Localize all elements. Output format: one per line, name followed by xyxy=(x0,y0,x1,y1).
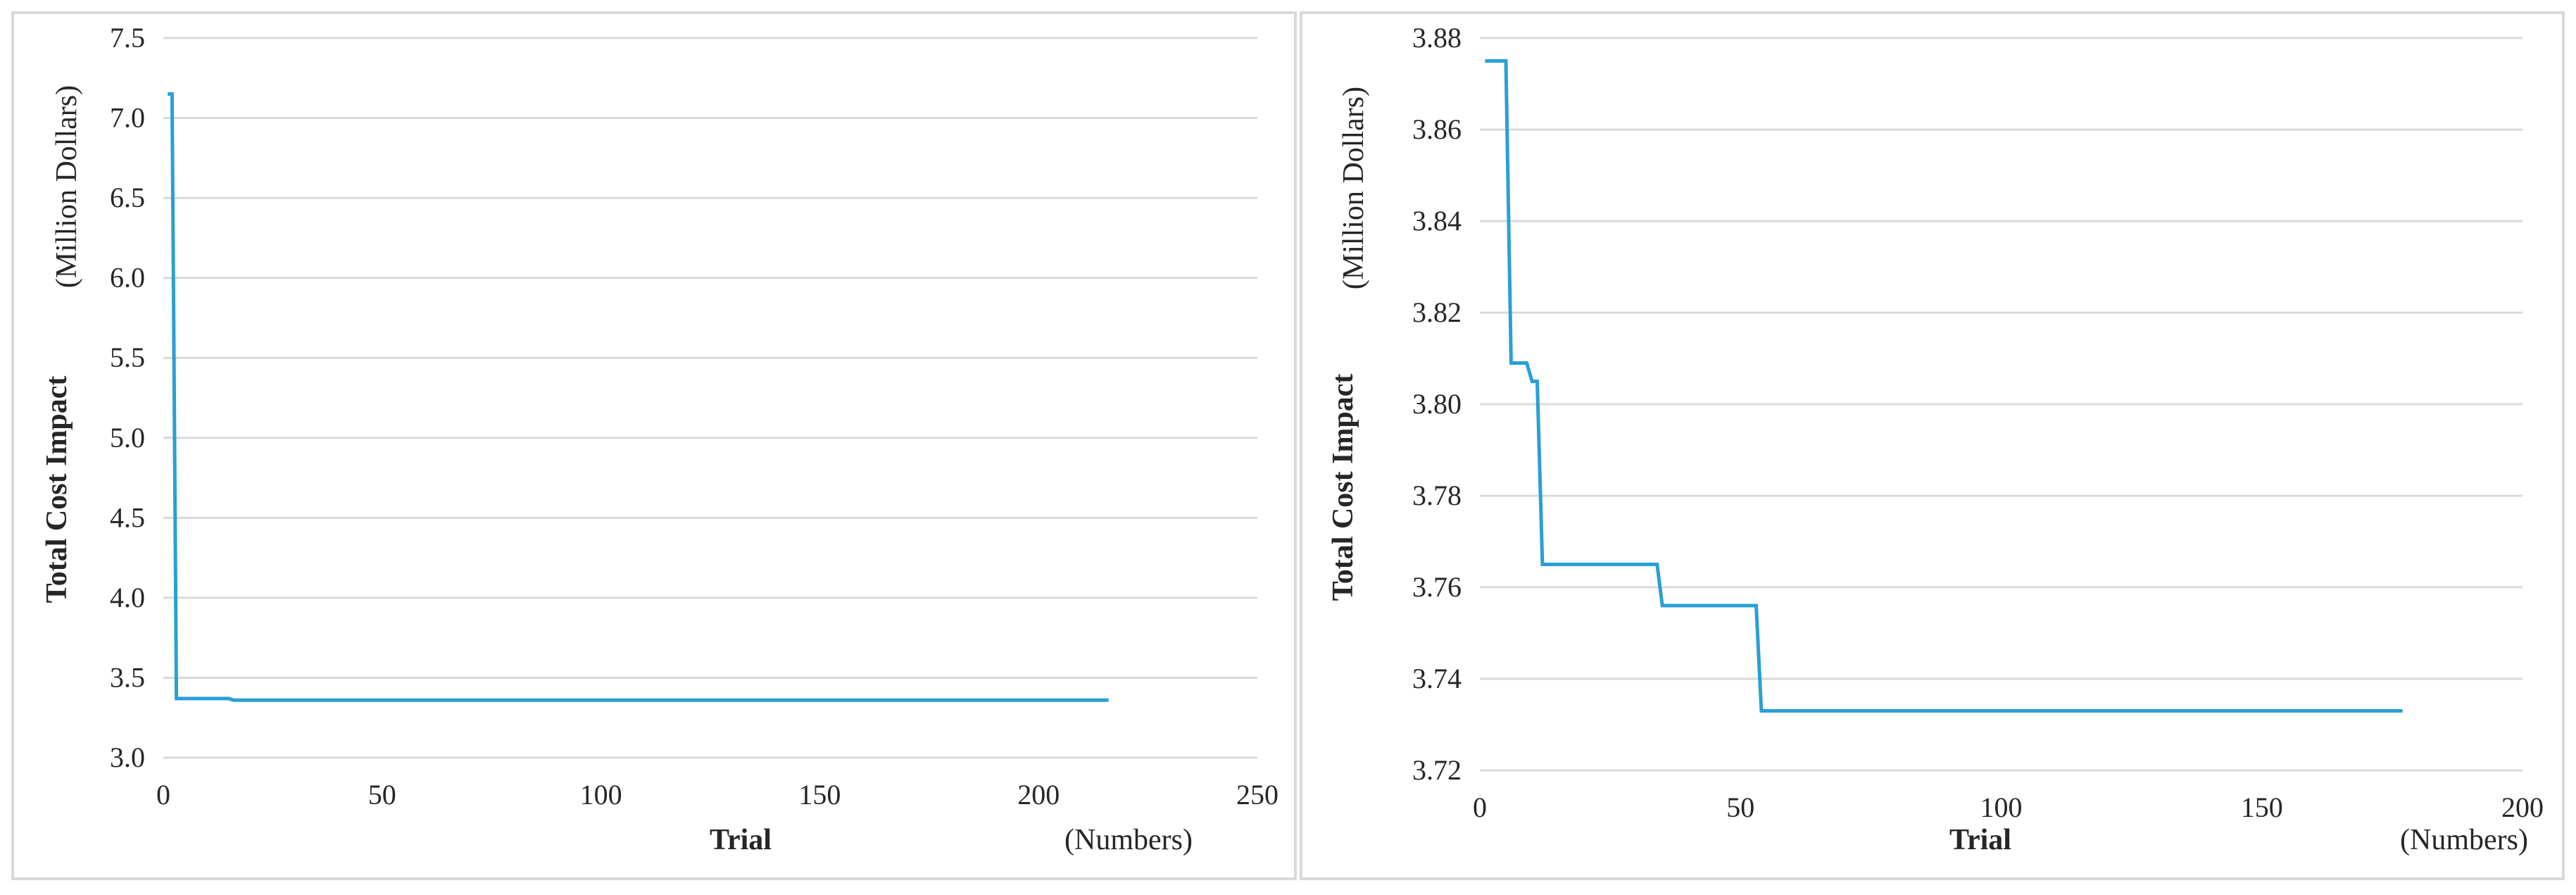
y-tick-label: 6.0 xyxy=(110,262,145,294)
chart-left-svg: 3.0 3.5 4.0 4.5 5.0 5.5 6.0 6.5 7.0 7.5 0 50 100 150 2… xyxy=(41,22,1278,856)
y-tick-label: 7.0 xyxy=(110,102,145,134)
y-axis-label: Total Cost Impact xyxy=(41,376,73,603)
x-tick-label: 250 xyxy=(1236,779,1278,810)
x-axis-label: Trial xyxy=(1949,824,2011,856)
y-tick-label: 3.88 xyxy=(1412,22,1462,54)
x-tick-label: 100 xyxy=(580,779,622,810)
y-tick-label: 3.0 xyxy=(110,741,145,773)
y-axis-label: Total Cost Impact xyxy=(1327,374,1359,601)
x-tick-label: 200 xyxy=(2501,791,2544,823)
series-line-right xyxy=(1485,59,2403,713)
x-tick-label: 50 xyxy=(1726,791,1754,823)
x-tick-label: 100 xyxy=(1980,791,2023,823)
y-tick-label: 3.78 xyxy=(1412,480,1462,511)
x-tick-label: 0 xyxy=(1473,791,1487,823)
y-tick-label: 3.72 xyxy=(1412,754,1462,786)
x-tick-label: 150 xyxy=(798,779,841,810)
y-axis-unit: (Million Dollars) xyxy=(51,85,83,288)
y-tick-label: 5.5 xyxy=(110,342,145,373)
x-tick-label: 0 xyxy=(156,779,170,810)
chart-panel-right: 3.72 3.74 3.76 3.78 3.80 3.82 3.84 3.86 3.88 0 50 1… xyxy=(1300,11,2565,880)
y-tick-label: 3.86 xyxy=(1412,113,1462,145)
y-tick-label: 3.84 xyxy=(1412,205,1462,237)
series-line-left xyxy=(168,92,1109,702)
y-tick-label: 4.0 xyxy=(110,582,145,613)
x-axis-label: Trial xyxy=(710,824,772,856)
y-tick-label: 6.5 xyxy=(110,182,145,213)
y-tick-label: 7.5 xyxy=(110,22,145,54)
chart-right-svg: 3.72 3.74 3.76 3.78 3.80 3.82 3.84 3.86 3.88 0 50 1… xyxy=(1327,22,2544,856)
y-tick-label: 3.5 xyxy=(110,661,145,693)
x-tick-label: 150 xyxy=(2241,791,2283,823)
y-tick-label: 4.5 xyxy=(110,501,145,533)
chart-panel-left: 3.0 3.5 4.0 4.5 5.0 5.5 6.0 6.5 7.0 7.5 0 50 100 150 2… xyxy=(11,11,1297,880)
y-axis-unit: (Million Dollars) xyxy=(1338,87,1370,289)
x-tick-label: 200 xyxy=(1017,779,1060,810)
x-axis-unit: (Numbers) xyxy=(2400,824,2528,856)
y-tick-label: 3.82 xyxy=(1412,296,1462,328)
y-tick-label: 5.0 xyxy=(110,422,145,453)
y-tick-label: 3.76 xyxy=(1412,571,1462,603)
y-tick-label: 3.80 xyxy=(1412,388,1462,420)
x-axis-unit: (Numbers) xyxy=(1064,824,1193,856)
y-tick-label: 3.74 xyxy=(1412,663,1462,694)
x-tick-label: 50 xyxy=(368,779,396,810)
